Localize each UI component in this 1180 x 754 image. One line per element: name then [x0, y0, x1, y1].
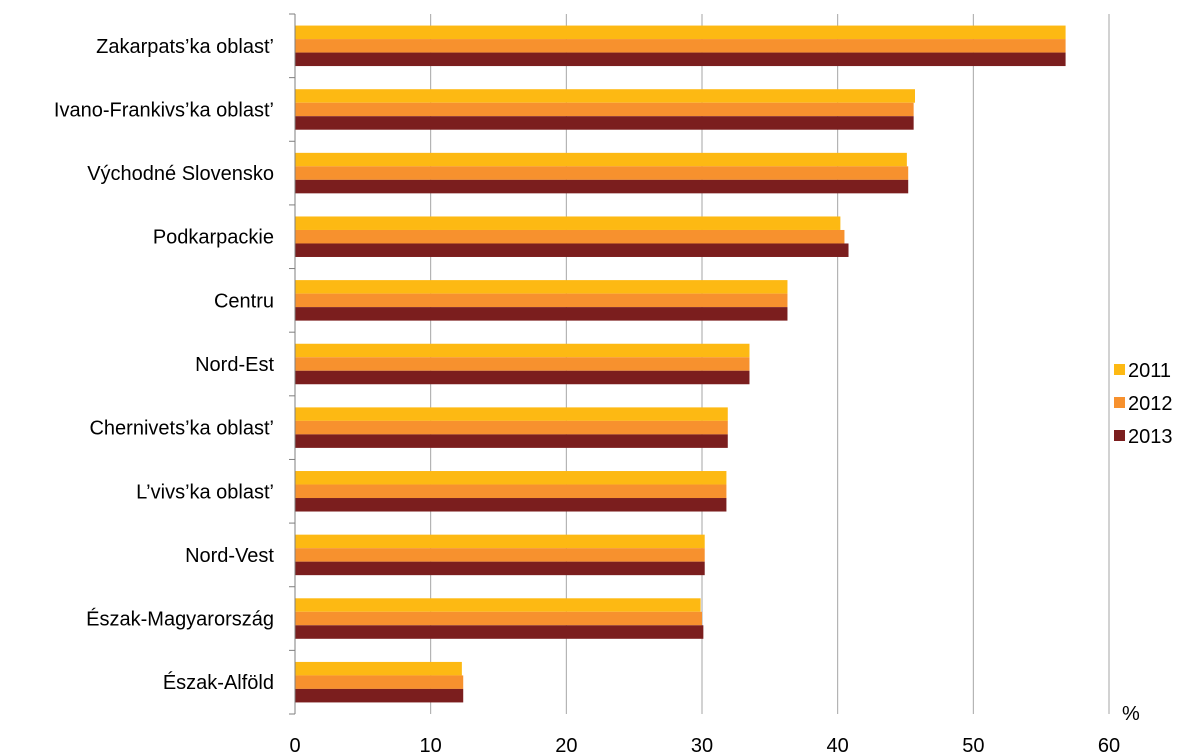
legend-swatch-2011 — [1114, 364, 1125, 375]
category-label: Nord-Vest — [185, 545, 274, 567]
bar-2013-8 — [295, 561, 705, 576]
x-unit-label: % — [1122, 703, 1140, 725]
bar-2011-8 — [295, 534, 705, 549]
x-tick-label: 10 — [420, 735, 442, 754]
bar-2013-3 — [295, 243, 849, 257]
bar-2012-2 — [295, 166, 909, 180]
bar-2012-8 — [295, 548, 705, 562]
bar-2013-0 — [295, 52, 1066, 67]
x-tick-labels: 0 10 20 30 40 50 60 — [289, 735, 1120, 754]
bar-2013-7 — [295, 498, 727, 512]
bar-2011-3 — [295, 216, 841, 230]
category-label: L’vivs’ka oblast’ — [136, 481, 274, 503]
legend-swatch-2013 — [1114, 430, 1125, 441]
bar-2013-2 — [295, 179, 909, 194]
category-label: Ivano-Frankivs’ka oblast’ — [54, 99, 274, 121]
bar-2012-3 — [295, 229, 845, 244]
bar-2011-1 — [295, 89, 915, 103]
x-tick-label: 50 — [962, 735, 984, 754]
x-tick-label: 30 — [691, 735, 713, 754]
x-tick-label: 40 — [827, 735, 849, 754]
category-labels: Zakarpats’ka oblast’ Ivano-Frankivs’ka ob… — [54, 36, 275, 694]
bar-2012-0 — [295, 39, 1066, 53]
bar-2011-2 — [295, 152, 907, 167]
bar-2012-1 — [295, 102, 914, 117]
bar-2012-4 — [295, 293, 788, 308]
bar-2012-10 — [295, 675, 464, 689]
bar-2011-5 — [295, 343, 750, 358]
bar-2011-10 — [295, 661, 462, 676]
bar-2012-5 — [295, 357, 750, 371]
x-tick-label: 60 — [1098, 735, 1120, 754]
legend-label-2011: 2011 — [1128, 360, 1171, 382]
category-label: Észak-Alföld — [163, 671, 274, 694]
category-label: Východné Slovensko — [87, 163, 274, 185]
category-label: Nord-Est — [195, 354, 274, 376]
bar-2013-9 — [295, 625, 704, 639]
bar-2011-4 — [295, 280, 788, 294]
bar-2013-4 — [295, 307, 788, 321]
legend-swatch-2012 — [1114, 397, 1125, 408]
category-label: Észak-Magyarország — [86, 608, 274, 631]
bar-2011-7 — [295, 471, 727, 485]
bar-2012-9 — [295, 611, 702, 626]
category-label: Podkarpackie — [153, 227, 274, 249]
bar-2012-7 — [295, 484, 727, 499]
bar-2011-6 — [295, 407, 728, 421]
category-label: Chernivets’ka oblast’ — [89, 418, 274, 440]
bar-2011-9 — [295, 598, 701, 612]
legend-label-2012: 2012 — [1128, 393, 1173, 415]
category-label: Centru — [214, 290, 274, 312]
bar-2011-0 — [295, 25, 1066, 40]
axes — [289, 13, 296, 715]
bar-2012-6 — [295, 420, 728, 435]
category-label: Zakarpats’ka oblast’ — [96, 36, 274, 58]
bar-2013-5 — [295, 370, 750, 385]
legend-label-2013: 2013 — [1128, 426, 1173, 448]
legend: 2011 2012 2013 — [1114, 360, 1173, 448]
bar-2013-1 — [295, 116, 914, 130]
x-tick-label: 0 — [289, 735, 300, 754]
bar-2013-10 — [295, 688, 464, 703]
x-tick-label: 20 — [555, 735, 577, 754]
bar-2013-6 — [295, 434, 728, 448]
bars — [295, 25, 1066, 703]
